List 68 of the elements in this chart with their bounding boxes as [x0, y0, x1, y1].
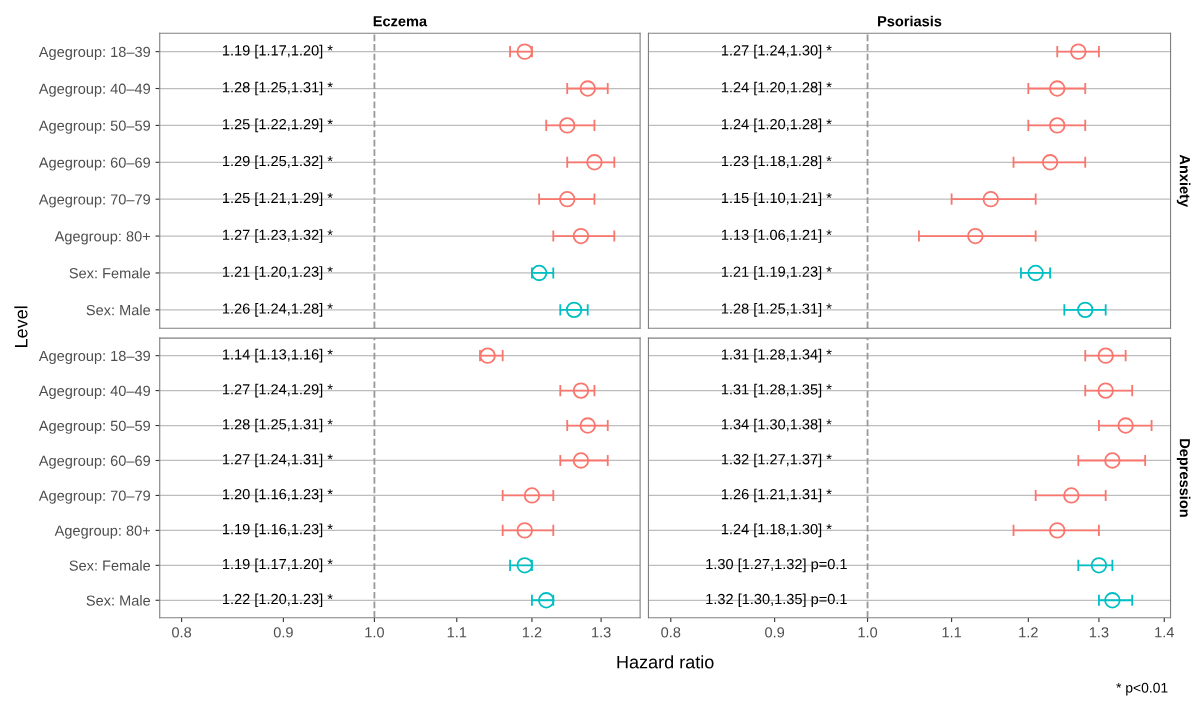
annotation: 1.30 [1.27,1.32] p=0.1	[706, 558, 847, 573]
annotation: 1.19 [1.17,1.20] *	[222, 44, 333, 59]
annotation: 1.21 [1.20,1.23] *	[222, 266, 333, 280]
annotation: 1.14 [1.13,1.16] *	[222, 348, 333, 363]
annotation: 1.26 [1.24,1.28] *	[222, 303, 333, 317]
y-tick-label: Agegroup: 40–49	[38, 385, 151, 399]
annotation: 1.29 [1.25,1.32] *	[222, 155, 333, 170]
annotation: 1.24 [1.20,1.28] *	[721, 118, 832, 133]
annotation: 1.31 [1.28,1.34] *	[721, 348, 832, 363]
annotation: 1.27 [1.24,1.29] *	[222, 383, 333, 398]
x-tick-label: 1.0	[858, 627, 878, 638]
y-tick-label: Sex: Female	[69, 267, 151, 279]
y-tick-label: Sex: Male	[86, 304, 151, 316]
annotation: 1.32 [1.27,1.37] *	[721, 453, 832, 468]
y-tick-label: Sex: Female	[69, 560, 151, 571]
annotation: 1.24 [1.20,1.28] *	[721, 81, 832, 96]
x-tick-label: 0.8	[661, 627, 681, 638]
annotation: 1.28 [1.25,1.31] *	[222, 81, 333, 96]
annotation: 1.27 [1.24,1.31] *	[222, 453, 333, 468]
annotation: 1.25 [1.22,1.29] *	[222, 118, 333, 133]
annotation: 1.32 [1.30,1.35] p=0.1	[706, 593, 847, 608]
y2-axis-title: Anxiety	[1176, 154, 1191, 207]
chart-title: Eczema	[373, 16, 428, 27]
annotation: 1.21 [1.19,1.23] *	[721, 266, 832, 280]
annotation: 1.28 [1.25,1.31] *	[222, 418, 333, 433]
chart-title: Psoriasis	[878, 15, 942, 27]
annotation: 1.31 [1.28,1.35] *	[721, 383, 832, 398]
x-tick-label: 1.0	[365, 627, 384, 638]
x-tick-label: 0.9	[765, 627, 785, 638]
x-tick-label: 1.1	[447, 627, 467, 638]
annotation: 1.28 [1.25,1.31] *	[721, 303, 832, 317]
annotation: 1.27 [1.23,1.32] *	[222, 229, 333, 243]
y-tick-label: Agegroup: 40–49	[38, 83, 151, 97]
y-tick-label: Agegroup: 70–79	[38, 490, 151, 504]
y-tick-label: Agegroup: 50–59	[38, 120, 151, 134]
annotation: 1.27 [1.24,1.30] *	[721, 44, 832, 59]
x-tick-label: 1.3	[1089, 627, 1109, 638]
y-tick-label: Agegroup: 18–39	[38, 350, 151, 364]
x-tick-label: 0.9	[273, 627, 293, 638]
y-tick-label: Agegroup: 80+	[54, 231, 150, 245]
annotation: 1.26 [1.21,1.31] *	[721, 488, 832, 503]
annotation: 1.34 [1.30,1.38] *	[721, 418, 832, 433]
x-axis-title: Hazard ratio	[617, 655, 714, 669]
x-tick-label: 1.1	[942, 627, 962, 638]
y-tick-label: Agegroup: 50–59	[38, 420, 151, 434]
annotation: 1.19 [1.17,1.20] *	[222, 558, 333, 573]
y-tick-label: Agegroup: 18–39	[38, 46, 151, 60]
x-tick-label: 1.2	[1019, 627, 1038, 638]
y-tick-label: Agegroup: 60–69	[38, 157, 151, 171]
annotation: 1.23 [1.18,1.28] *	[721, 155, 832, 170]
annotation: 1.19 [1.16,1.23] *	[222, 523, 333, 538]
y-tick-label: Agegroup: 60–69	[38, 455, 151, 469]
annotation: 1.24 [1.18,1.30] *	[721, 523, 832, 538]
y-tick-label: Agegroup: 70–79	[38, 194, 151, 208]
annotation: 1.13 [1.06,1.21] *	[721, 229, 832, 243]
annotation: 1.20 [1.16,1.23] *	[222, 488, 333, 503]
x-tick-label: 1.2	[522, 627, 542, 638]
y2-axis-title: Depression	[1176, 439, 1191, 517]
annotation: 1.15 [1.10,1.21] *	[721, 192, 832, 206]
text: * p<0.01	[1116, 682, 1168, 696]
annotation: 1.25 [1.21,1.29] *	[222, 192, 333, 206]
annotation: 1.22 [1.20,1.23] *	[222, 593, 333, 608]
x-tick-label: 0.8	[172, 627, 192, 638]
y-tick-label: Sex: Male	[86, 594, 151, 606]
y-axis-title: Level	[14, 306, 28, 347]
x-tick-label: 1.4	[1155, 627, 1174, 638]
y-tick-label: Agegroup: 80+	[54, 525, 150, 539]
x-tick-label: 1.3	[592, 627, 611, 638]
